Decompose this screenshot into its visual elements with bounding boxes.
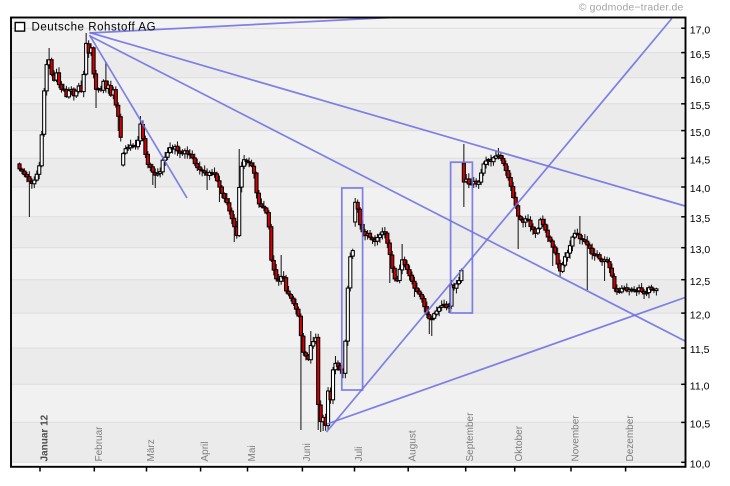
svg-text:Mai: Mai (247, 445, 258, 461)
svg-text:13,5: 13,5 (690, 213, 711, 225)
svg-text:Februar: Februar (94, 426, 105, 462)
svg-text:10,5: 10,5 (690, 419, 711, 431)
svg-text:12,0: 12,0 (690, 309, 711, 321)
svg-text:10,0: 10,0 (690, 459, 711, 471)
svg-text:Deutsche Rohstoff AG: Deutsche Rohstoff AG (32, 21, 157, 33)
svg-text:April: April (200, 441, 211, 461)
svg-text:12,5: 12,5 (690, 276, 711, 288)
svg-text:15,5: 15,5 (690, 100, 711, 112)
svg-text:Juli: Juli (354, 446, 365, 461)
svg-text:März: März (146, 439, 157, 461)
svg-text:Dezember: Dezember (625, 415, 636, 462)
svg-text:© godmode−trader.de: © godmode−trader.de (579, 3, 684, 14)
svg-text:Januar 12: Januar 12 (40, 414, 51, 461)
svg-text:15,0: 15,0 (690, 127, 711, 139)
svg-text:17,0: 17,0 (690, 24, 711, 36)
svg-text:13,0: 13,0 (690, 244, 711, 256)
svg-text:11,5: 11,5 (690, 344, 710, 356)
svg-text:14,5: 14,5 (690, 155, 711, 167)
svg-text:14,0: 14,0 (690, 183, 711, 195)
svg-text:16,0: 16,0 (690, 74, 711, 86)
svg-text:August: August (408, 430, 419, 461)
svg-text:11,0: 11,0 (690, 381, 710, 393)
svg-text:November: November (571, 415, 582, 462)
svg-text:Juni: Juni (302, 443, 313, 461)
svg-text:Oktober: Oktober (514, 425, 525, 461)
svg-text:16,5: 16,5 (690, 49, 711, 61)
svg-text:September: September (465, 412, 476, 462)
